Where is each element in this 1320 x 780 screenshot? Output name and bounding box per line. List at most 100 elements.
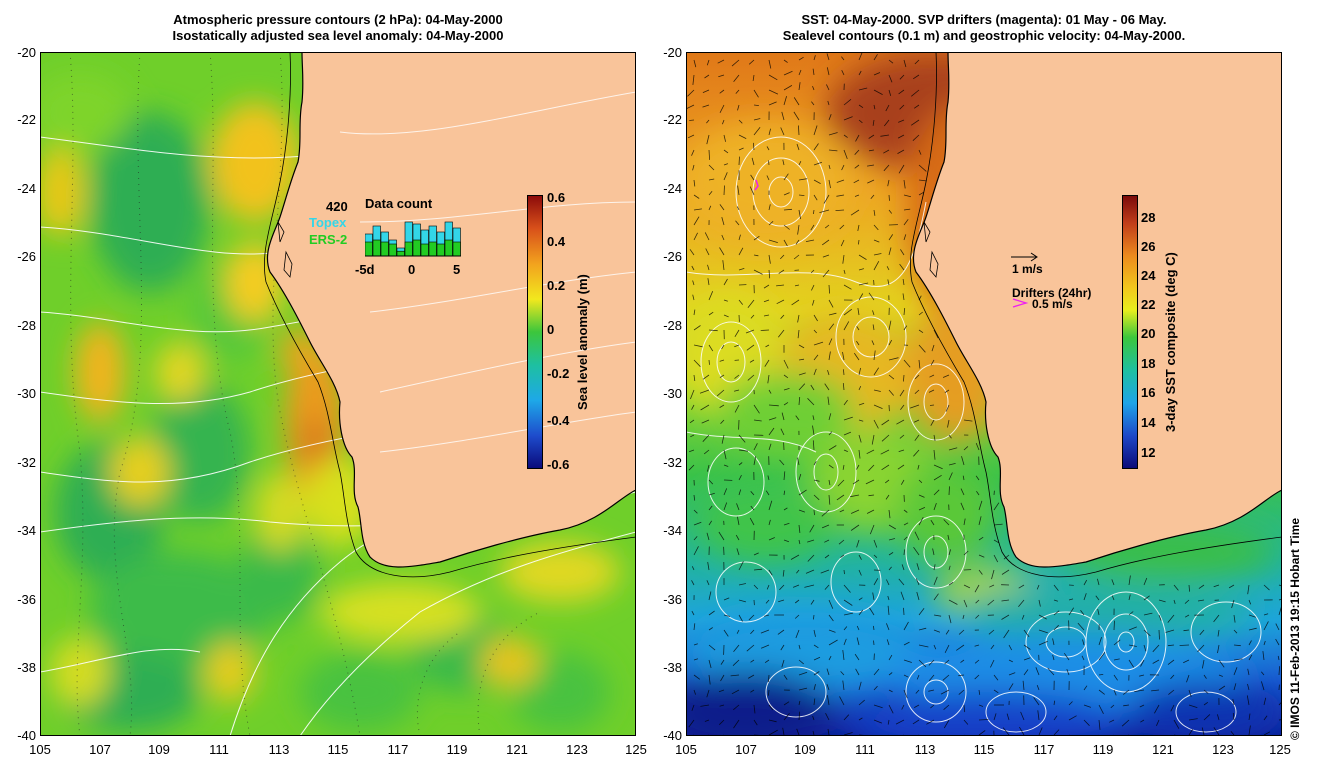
velocity-arrow bbox=[933, 474, 942, 481]
velocity-arrow bbox=[1143, 577, 1148, 586]
velocity-arrow bbox=[873, 224, 879, 231]
velocity-arrow bbox=[933, 502, 937, 511]
right-lat-tick: -40 bbox=[663, 728, 682, 743]
velocity-arrow bbox=[873, 668, 880, 676]
velocity-arrow bbox=[813, 179, 821, 184]
velocity-arrow bbox=[778, 269, 785, 274]
velocity-arrow bbox=[1188, 718, 1198, 721]
right-title-line1: SST: 04-May-2000. SVP drifters (magenta)… bbox=[801, 12, 1167, 27]
velocity-arrow bbox=[749, 186, 755, 196]
right-cbar-tick-0: 28 bbox=[1141, 210, 1156, 225]
velocity-arrow bbox=[705, 248, 710, 256]
velocity-arrow bbox=[911, 89, 920, 97]
velocity-arrow bbox=[738, 234, 741, 241]
velocity-arrow bbox=[813, 55, 816, 61]
velocity-arrow bbox=[828, 445, 837, 451]
velocity-arrow bbox=[783, 402, 789, 406]
left-lat-tick: -34 bbox=[17, 523, 36, 538]
velocity-arrow bbox=[828, 284, 830, 294]
velocity-arrow bbox=[733, 389, 740, 392]
velocity-arrow bbox=[1184, 614, 1190, 618]
velocity-arrow bbox=[843, 584, 851, 593]
velocity-arrow bbox=[1018, 599, 1025, 608]
velocity-arrow bbox=[978, 719, 989, 721]
velocity-arrow bbox=[899, 104, 905, 110]
left-title-line1: Atmospheric pressure contours (2 hPa): 0… bbox=[173, 12, 503, 27]
velocity-arrow bbox=[1158, 629, 1160, 640]
velocity-arrow bbox=[842, 464, 845, 470]
velocity-arrow bbox=[783, 539, 790, 543]
velocity-arrow bbox=[708, 591, 712, 601]
velocity-arrow bbox=[948, 447, 958, 451]
velocity-arrow bbox=[841, 56, 845, 61]
velocity-arrow bbox=[812, 415, 815, 421]
velocity-arrow bbox=[1156, 719, 1160, 726]
velocity-arrow bbox=[1173, 719, 1180, 729]
australia-land-right bbox=[912, 52, 1282, 568]
velocity-arrow bbox=[783, 490, 786, 496]
velocity-arrow bbox=[718, 531, 725, 541]
velocity-arrow bbox=[962, 475, 965, 481]
velocity-arrow bbox=[1143, 644, 1147, 652]
velocity-arrow bbox=[888, 339, 893, 346]
velocity-arrow bbox=[738, 434, 746, 443]
velocity-arrow bbox=[753, 584, 759, 590]
velocity-arrow bbox=[763, 314, 770, 317]
velocity-arrow bbox=[917, 464, 920, 470]
velocity-arrow bbox=[719, 359, 725, 362]
velocity-arrow bbox=[883, 164, 890, 172]
velocity-arrow bbox=[828, 164, 831, 170]
velocity-arrow bbox=[708, 291, 714, 301]
velocity-arrow bbox=[738, 561, 744, 571]
velocity-arrow bbox=[993, 554, 999, 563]
velocity-arrow bbox=[702, 374, 710, 380]
velocity-arrow bbox=[1232, 712, 1235, 721]
velocity-arrow bbox=[798, 473, 802, 481]
velocity-arrow bbox=[707, 278, 710, 286]
right-title-line2: Sealevel contours (0.1 m) and geostrophi… bbox=[782, 28, 1186, 43]
velocity-arrow bbox=[753, 419, 762, 422]
velocity-arrow bbox=[962, 614, 965, 620]
velocity-arrow bbox=[873, 367, 880, 376]
velocity-arrow bbox=[948, 599, 958, 605]
left-lat-tick: -32 bbox=[17, 455, 36, 470]
velocity-arrow bbox=[706, 532, 710, 541]
velocity-arrow bbox=[738, 462, 743, 466]
velocity-arrow bbox=[813, 509, 815, 516]
velocity-arrow bbox=[720, 674, 725, 682]
velocity-arrow bbox=[805, 569, 815, 574]
left-cbar-tick-4: -0.2 bbox=[547, 366, 570, 381]
velocity-arrow bbox=[1278, 666, 1280, 676]
velocity-arrow bbox=[753, 443, 758, 451]
velocity-arrow bbox=[1036, 684, 1040, 691]
velocity-arrow bbox=[903, 308, 906, 316]
velocity-arrow bbox=[895, 719, 905, 725]
velocity-arrow bbox=[933, 329, 939, 339]
velocity-arrow bbox=[963, 704, 966, 713]
velocity-arrow bbox=[691, 566, 695, 571]
velocity-arrow bbox=[903, 325, 908, 331]
velocity-arrow bbox=[974, 644, 980, 647]
velocity-arrow bbox=[693, 658, 699, 661]
velocity-arrow bbox=[768, 427, 775, 436]
velocity-arrow bbox=[1233, 614, 1236, 623]
velocity-arrow bbox=[828, 599, 834, 609]
velocity-arrow bbox=[838, 539, 845, 545]
right-lon-tick: 117 bbox=[1033, 742, 1055, 757]
velocity-arrow bbox=[866, 509, 875, 514]
velocity-arrow bbox=[721, 216, 725, 226]
velocity-arrow bbox=[872, 310, 875, 316]
velocity-arrow bbox=[885, 104, 890, 112]
velocity-arrow bbox=[866, 449, 875, 455]
velocity-arrow bbox=[708, 674, 711, 685]
velocity-arrow bbox=[881, 419, 890, 426]
velocity-arrow bbox=[768, 729, 778, 736]
velocity-arrow bbox=[1233, 658, 1243, 661]
velocity-arrow bbox=[839, 224, 845, 230]
velocity-arrow bbox=[736, 548, 740, 556]
velocity-arrow bbox=[735, 220, 740, 226]
velocity-arrow bbox=[737, 516, 740, 526]
velocity-arrow bbox=[990, 659, 995, 668]
velocity-arrow bbox=[812, 425, 815, 436]
velocity-arrow bbox=[690, 389, 695, 400]
